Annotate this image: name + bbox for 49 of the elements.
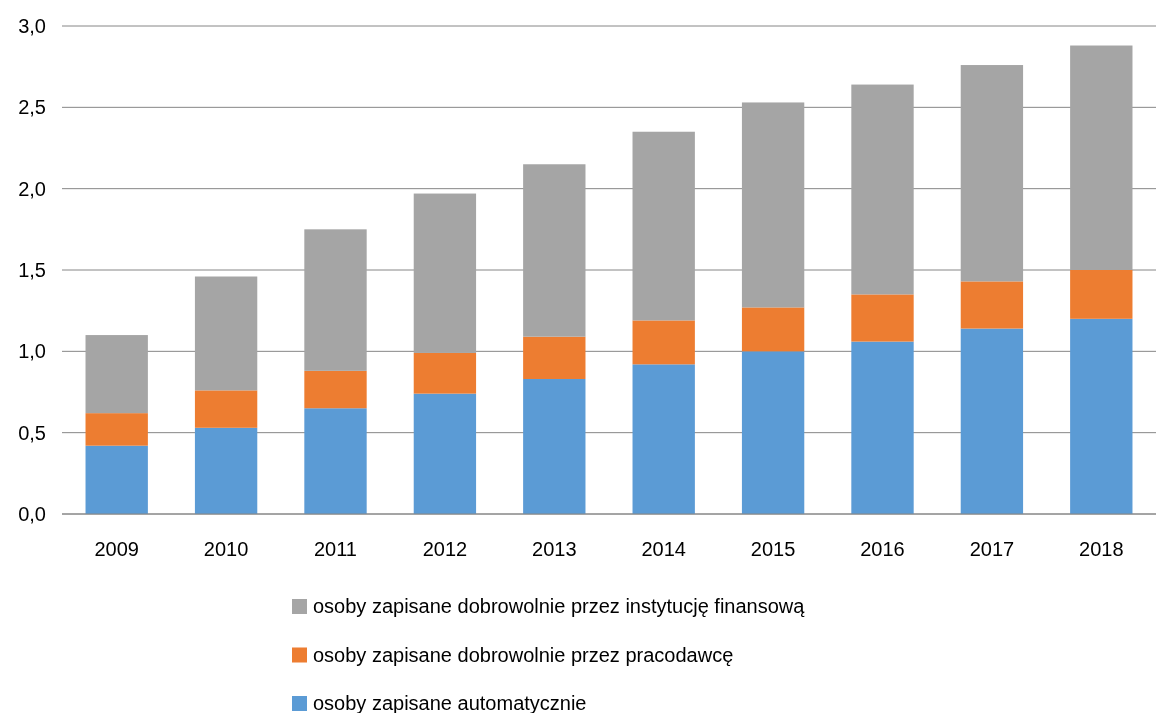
bar <box>523 378 586 514</box>
x-tick-label: 2018 <box>1079 538 1124 560</box>
y-tick-label: 0,5 <box>18 421 46 444</box>
bar <box>741 102 805 308</box>
bar <box>523 164 586 337</box>
bar <box>1070 270 1133 319</box>
y-tick-label: 2,0 <box>18 177 46 200</box>
x-tick-label: 2011 <box>313 538 358 560</box>
bar <box>960 281 1024 329</box>
y-tick-label: 0,0 <box>18 503 46 525</box>
bar <box>960 328 1024 514</box>
bar <box>194 427 258 514</box>
x-tick-label: 2016 <box>860 538 905 560</box>
bar <box>741 307 805 352</box>
bar <box>741 351 805 514</box>
bar <box>194 276 258 391</box>
x-tick-label: 2015 <box>750 538 796 560</box>
x-tick-label: 2013 <box>532 538 577 560</box>
x-tick-label: 2010 <box>203 538 249 560</box>
bar <box>85 445 148 514</box>
x-tick-label: 2017 <box>969 538 1015 560</box>
bar <box>413 393 477 514</box>
bar <box>304 408 367 514</box>
bar <box>632 320 695 365</box>
y-tick-label: 2,5 <box>18 96 46 119</box>
y-tick-label: 3,0 <box>18 15 46 37</box>
x-tick-label: 2009 <box>94 538 139 560</box>
bar <box>1070 45 1133 270</box>
x-tick-label: 2012 <box>422 538 468 560</box>
bar <box>851 294 914 342</box>
y-tick-label: 1,0 <box>18 340 46 363</box>
bar <box>304 229 367 371</box>
bar <box>85 335 148 414</box>
legend-label: osoby zapisane dobrowolnie przez instytucję finansową <box>313 595 806 617</box>
legend-label: osoby zapisane dobrowolnie przez pracodawcę <box>313 643 734 666</box>
bar <box>960 65 1024 282</box>
bar <box>632 131 695 321</box>
x-tick-label: 2014 <box>641 538 686 560</box>
bar <box>304 370 367 409</box>
bar <box>413 352 477 394</box>
bar <box>632 364 695 514</box>
bar <box>523 336 586 379</box>
bar <box>85 413 148 446</box>
bar <box>194 390 258 428</box>
bar <box>851 341 914 514</box>
bar <box>851 84 914 295</box>
bar <box>1070 318 1133 514</box>
bar <box>413 193 477 353</box>
y-tick-label: 1,5 <box>18 259 46 281</box>
